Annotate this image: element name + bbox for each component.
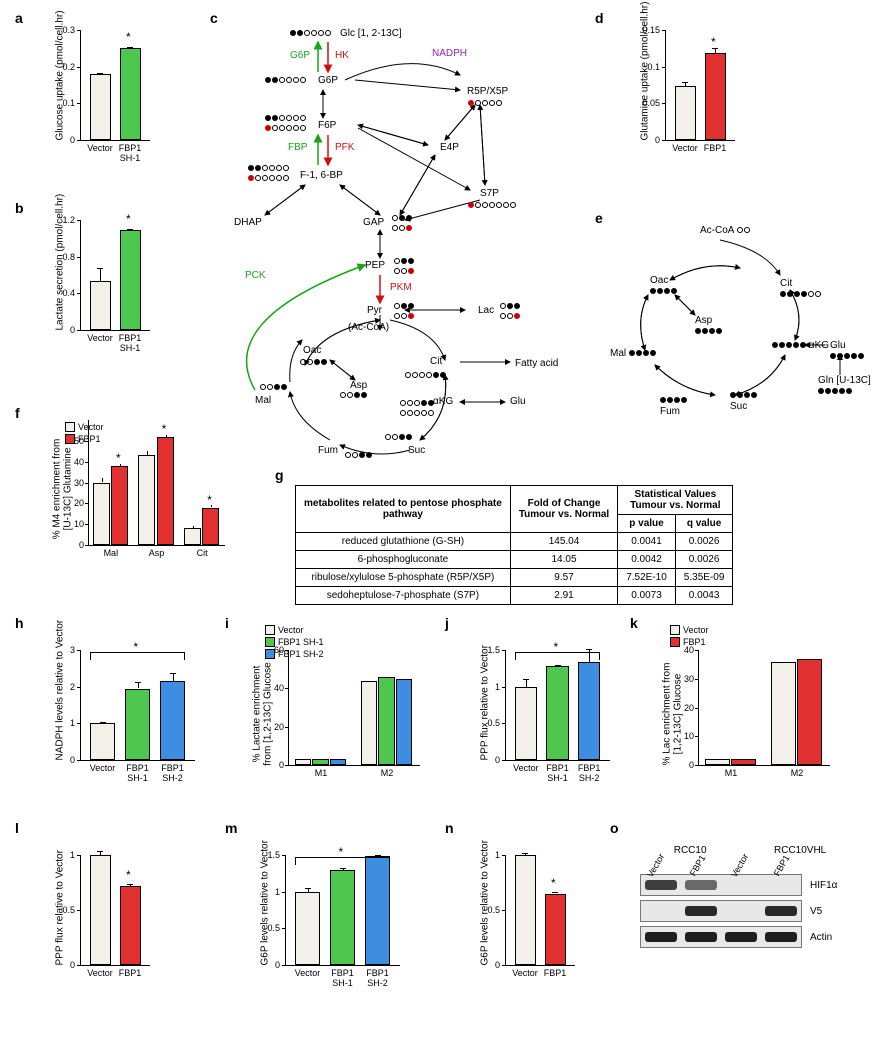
circles-glc [290, 28, 331, 39]
panel-label-o: o [610, 820, 619, 836]
enzyme-pfk: PFK [335, 142, 354, 153]
diagram-c-oac: Oac [303, 345, 321, 356]
enzyme-fbp: FBP [288, 142, 307, 153]
chart-m: 00.511.5G6P levels relative to VectorVec… [260, 855, 400, 995]
diagram-c-g6p: G6P [318, 75, 338, 86]
panel-label-m: m [225, 820, 237, 836]
panel-label-i: i [225, 615, 229, 631]
panel-label-h: h [15, 615, 24, 631]
circles-asp [340, 390, 367, 401]
western-blot-o: RCC10 RCC10VHL Vector FBP1 Vector FBP1 H… [640, 845, 860, 952]
enzyme-pck: PCK [245, 270, 266, 281]
diagram-c-nadph: NADPH [432, 48, 467, 59]
diagram-c-f6p: F6P [318, 120, 336, 131]
panel-label-a: a [15, 10, 23, 26]
circles-akg2 [400, 408, 434, 419]
diagram-c-f16bp: F-1, 6-BP [300, 170, 343, 181]
diagram-c-glc: Glc [1, 2-13C] [340, 28, 402, 39]
legend-f: Vector FBP1 [65, 422, 104, 446]
diagram-c-dhap: DHAP [234, 217, 262, 228]
panel-label-j: j [445, 615, 449, 631]
panel-label-n: n [445, 820, 454, 836]
diag-e-glu: Glu [830, 340, 882, 362]
panel-label-d: d [595, 10, 604, 26]
chart-a: 00.10.20.3Glucose uptake (pmol/cell.hr)V… [55, 30, 150, 170]
diag-e-cit: Cit [780, 278, 821, 300]
circles-lac2 [500, 311, 520, 322]
diagram-c-mal: Mal [255, 395, 271, 406]
circles-suc [385, 432, 412, 443]
diagram-c-suc: Suc [408, 445, 425, 456]
diagram-c-fum: Fum [318, 445, 338, 456]
circles-cit [405, 370, 446, 381]
diagram-c-pyr: Pyr [367, 305, 382, 316]
legend-i: Vector FBP1 SH-1 FBP1 SH-2 [265, 625, 324, 661]
diagram-c-lac: Lac [478, 305, 494, 316]
panel-label-f: f [15, 405, 20, 421]
table-g: metabolites related to pentose phosphate… [295, 485, 733, 605]
circles-pep2 [394, 266, 414, 277]
diagram-c-akg: αKG [433, 396, 453, 407]
diagram-c-glu: Glu [510, 396, 526, 407]
diagram-c-e4p: E4P [440, 142, 459, 153]
diagram-c-r5p: R5P/X5P [467, 86, 508, 97]
enzyme-pkm: PKM [390, 282, 412, 293]
chart-i: 0204060% Lactate enrichment from [1,2-13… [260, 650, 420, 790]
diagram-c-s7p: S7P [480, 188, 499, 199]
circles-s7p [468, 200, 516, 211]
diagram-c-fa: Fatty acid [515, 358, 558, 369]
circles-g6p [265, 75, 306, 86]
circles-pyr2 [394, 311, 414, 322]
chart-h: 0123NADPH levels relative to VectorVecto… [55, 650, 195, 790]
circles-r5p [468, 98, 502, 109]
chart-n: 00.51G6P levels relative to VectorVector… [480, 855, 575, 995]
diag-e-oac: Oac [650, 275, 677, 297]
chart-b: 00.40.81.2Lactate secretion (pmol/cell.h… [55, 220, 150, 360]
diagram-c-cit: Cit [430, 356, 442, 367]
diag-e-accoa: Ac-CoA [700, 225, 750, 236]
figure-root: a b c d e f g h i j k l m n o 00.10.20.3… [0, 0, 882, 1050]
circles-gap2 [392, 223, 412, 234]
diagram-c-accoa: (Ac-CoA) [348, 322, 389, 333]
panel-label-k: k [630, 615, 638, 631]
diagram-c-gap: GAP [363, 217, 384, 228]
diag-e-gln: Gln [U-13C] [818, 375, 871, 397]
chart-k: 010203040% Lac enrichment from [1,2-13C]… [670, 650, 830, 790]
circles-f16bp2 [248, 173, 289, 184]
chart-d: 00.050.10.15Glutamine uptake (pmol/cell.… [640, 30, 735, 170]
diag-e-mal: Mal [610, 348, 656, 359]
panel-label-b: b [15, 200, 24, 216]
legend-k: Vector FBP1 [670, 625, 709, 649]
enzyme-g6p: G6P [290, 50, 310, 61]
diag-e-akg: αKG [772, 340, 829, 351]
diag-e-asp: Asp [695, 315, 722, 337]
chart-j: 00.511.5PPP flux relative to VectorVecto… [480, 650, 610, 790]
diag-e-suc: Suc [730, 390, 757, 412]
circles-oac [300, 357, 327, 368]
circles-fum [345, 450, 372, 461]
circles-f6p2 [265, 123, 306, 134]
diagram-c-pep: PEP [365, 260, 385, 271]
diag-e-fum: Fum [660, 395, 687, 417]
chart-l: 00.51PPP flux relative to VectorVector*F… [55, 855, 150, 995]
circles-mal [260, 382, 287, 393]
enzyme-hk: HK [335, 50, 349, 61]
panel-label-l: l [15, 820, 19, 836]
